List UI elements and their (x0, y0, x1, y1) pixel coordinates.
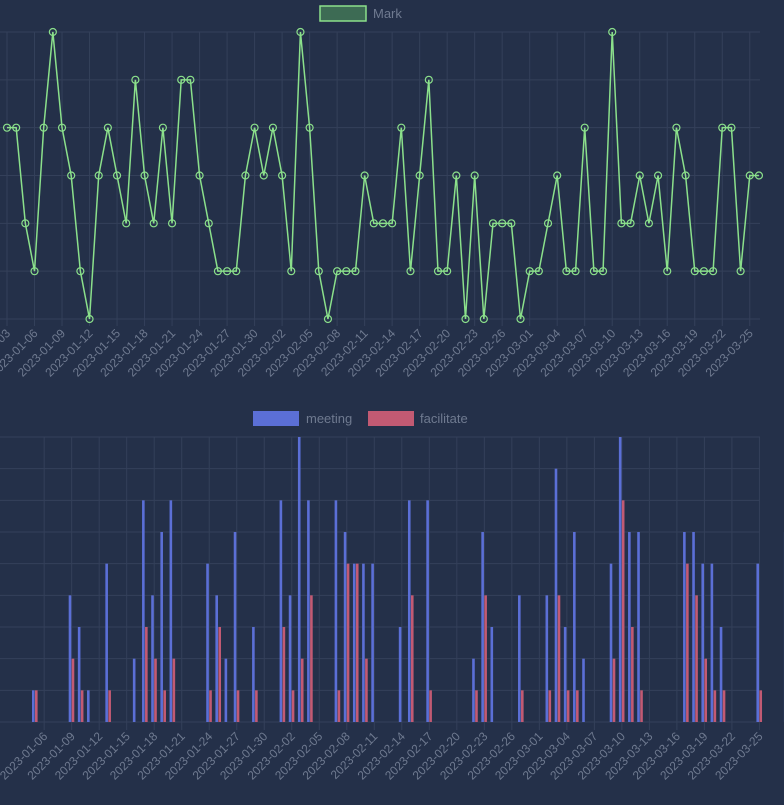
meeting-bar (234, 532, 237, 722)
facilitate-bar (613, 659, 616, 722)
facilitate-bar (283, 627, 286, 722)
legend-facilitate-swatch (368, 411, 414, 426)
meeting-bar (701, 564, 704, 722)
meeting-bar (280, 500, 283, 722)
meeting-bar (619, 437, 622, 722)
legend-meeting-swatch (253, 411, 299, 426)
meeting-bar (692, 532, 695, 722)
facilitate-bar (567, 690, 570, 722)
facilitate-bar (338, 690, 341, 722)
meeting-bar (637, 532, 640, 722)
meeting-bar (307, 500, 310, 722)
legend-meeting-label: meeting (306, 411, 352, 426)
meeting-bar (142, 500, 145, 722)
meeting-bar (546, 595, 549, 722)
facilitate-bar (108, 690, 111, 722)
facilitate-bar (237, 690, 240, 722)
facilitate-bar (154, 659, 157, 722)
meeting-bar (573, 532, 576, 722)
facilitate-bar (759, 690, 762, 722)
meeting-bar (133, 659, 136, 722)
facilitate-bar (576, 690, 579, 722)
meeting-bar (564, 627, 567, 722)
meeting-bar (491, 627, 494, 722)
meeting-bar (481, 532, 484, 722)
legend-mark-swatch (320, 6, 366, 21)
meeting-bar (335, 500, 338, 722)
facilitate-bar (723, 690, 726, 722)
meeting-bar (252, 627, 255, 722)
meeting-bar (78, 627, 81, 722)
facilitate-bar (173, 659, 176, 722)
meeting-bar (426, 500, 429, 722)
facilitate-bar (549, 690, 552, 722)
meeting-bar (215, 595, 218, 722)
meeting-bar (518, 595, 521, 722)
facilitate-bar (356, 564, 359, 722)
legend-mark-label: Mark (373, 6, 402, 21)
meeting-bar (151, 595, 154, 722)
meeting-bar (206, 564, 209, 722)
facilitate-bar (72, 659, 75, 722)
meeting-bar (582, 659, 585, 722)
meeting-bar (720, 627, 723, 722)
facilitate-bar (365, 659, 368, 722)
meeting-bar (362, 564, 365, 722)
meeting-bar (87, 690, 90, 722)
meeting-bar (105, 564, 108, 722)
meeting-bar (298, 437, 301, 722)
meeting-bar (160, 532, 163, 722)
facilitate-bar (145, 627, 148, 722)
meeting-bar (32, 690, 35, 722)
facilitate-bar (704, 659, 707, 722)
facilitate-bar (631, 627, 634, 722)
meeting-bar (683, 532, 686, 722)
meeting-bar (344, 532, 347, 722)
legend-facilitate-label: facilitate (420, 411, 468, 426)
facilitate-bar (695, 595, 698, 722)
facilitate-bar (521, 690, 524, 722)
facilitate-bar (255, 690, 258, 722)
facilitate-bar (475, 690, 478, 722)
facilitate-bar (714, 690, 717, 722)
facilitate-bar (484, 595, 487, 722)
facilitate-bar (292, 690, 295, 722)
facilitate-bar (347, 564, 350, 722)
facilitate-bar (209, 690, 212, 722)
meeting-bar (399, 627, 402, 722)
facilitate-bar (310, 595, 313, 722)
facilitate-bar (429, 690, 432, 722)
facilitate-bar (81, 690, 84, 722)
meeting-bar (610, 564, 613, 722)
facilitate-bar (622, 500, 625, 722)
meeting-bar (555, 469, 558, 722)
meeting-bar (371, 564, 374, 722)
meeting-bar (756, 564, 759, 722)
facilitate-bar (411, 595, 414, 722)
meeting-bar (628, 532, 631, 722)
facilitate-bar (301, 659, 304, 722)
meeting-bar (225, 659, 228, 722)
facilitate-bar (640, 690, 643, 722)
facilitate-bar (686, 564, 689, 722)
meeting-bar (69, 595, 72, 722)
facilitate-bar (218, 627, 221, 722)
meeting-bar (408, 500, 411, 722)
facilitate-bar (35, 690, 38, 722)
meeting-bar (472, 659, 475, 722)
meeting-bar (170, 500, 173, 722)
meeting-bar (353, 564, 356, 722)
facilitate-bar (558, 595, 561, 722)
meeting-bar (289, 595, 292, 722)
facilitate-bar (163, 690, 166, 722)
meeting-bar (711, 564, 714, 722)
